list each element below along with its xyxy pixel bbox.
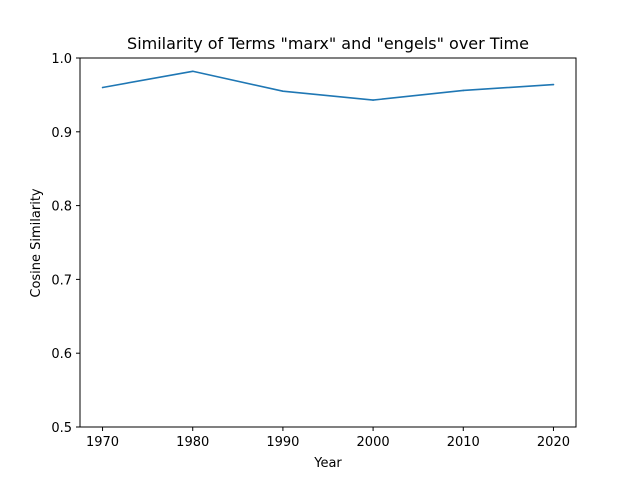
data-point [462, 89, 465, 92]
x-tick-label: 2010 [447, 435, 480, 450]
y-tick-label: 0.8 [51, 200, 72, 215]
x-tick-label: 2000 [357, 435, 390, 450]
plot-area [79, 57, 577, 428]
y-tick-label: 0.5 [51, 421, 72, 436]
y-axis-title: Cosine Similarity [29, 188, 44, 298]
y-tick-label: 1.0 [51, 52, 72, 67]
x-tick-label: 1980 [176, 435, 209, 450]
x-tick-label: 1970 [86, 435, 119, 450]
series-line [102, 70, 554, 101]
x-tick-label: 2020 [537, 435, 570, 450]
series-layer [101, 70, 555, 101]
x-tick-label: 1990 [266, 435, 299, 450]
data-point [372, 99, 374, 101]
x-axis-title: Year [313, 456, 342, 471]
y-axis: 0.5 0.6 0.7 0.8 0.9 1.0 [51, 52, 80, 436]
data-point [282, 90, 284, 93]
data-point [101, 86, 104, 89]
data-point [191, 70, 194, 73]
x-axis: 1970 1980 1990 2000 2010 2020 [86, 427, 570, 450]
chart-title: Similarity of Terms "marx" and "engels" … [127, 34, 529, 53]
y-tick-label: 0.6 [51, 347, 72, 362]
plot-frame [79, 57, 577, 428]
y-tick-label: 0.7 [51, 273, 72, 288]
data-point [552, 83, 555, 86]
y-tick-label: 0.9 [51, 126, 72, 141]
